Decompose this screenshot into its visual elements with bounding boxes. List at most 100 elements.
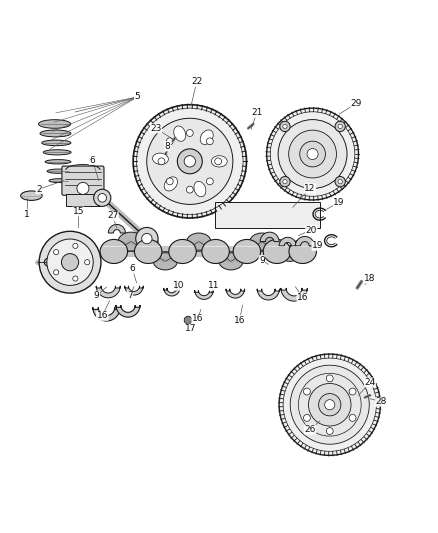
- Circle shape: [307, 149, 318, 159]
- Ellipse shape: [42, 140, 71, 146]
- Polygon shape: [257, 289, 279, 300]
- Text: 11: 11: [208, 281, 219, 290]
- Ellipse shape: [21, 191, 42, 200]
- Circle shape: [39, 231, 101, 293]
- Ellipse shape: [43, 150, 71, 155]
- Circle shape: [133, 104, 247, 218]
- Circle shape: [184, 156, 195, 167]
- Text: 23: 23: [150, 124, 162, 133]
- Circle shape: [184, 316, 192, 324]
- Ellipse shape: [202, 239, 230, 263]
- Circle shape: [283, 124, 287, 128]
- Text: 9: 9: [94, 291, 99, 300]
- Text: 12: 12: [304, 184, 316, 193]
- Polygon shape: [279, 237, 296, 246]
- Polygon shape: [93, 308, 120, 321]
- Circle shape: [304, 415, 311, 421]
- Circle shape: [267, 108, 358, 200]
- Circle shape: [61, 254, 79, 271]
- Polygon shape: [295, 237, 314, 246]
- Text: 8: 8: [165, 142, 170, 151]
- Circle shape: [142, 233, 152, 244]
- Ellipse shape: [39, 120, 71, 128]
- FancyBboxPatch shape: [215, 202, 320, 228]
- Ellipse shape: [153, 253, 177, 270]
- Circle shape: [94, 189, 111, 206]
- Polygon shape: [125, 286, 143, 295]
- Circle shape: [308, 383, 351, 426]
- Circle shape: [85, 260, 90, 265]
- Circle shape: [53, 270, 59, 275]
- Circle shape: [158, 158, 165, 165]
- Circle shape: [300, 141, 325, 167]
- Text: 24: 24: [364, 378, 376, 387]
- Text: 28: 28: [375, 397, 387, 406]
- Circle shape: [325, 400, 335, 410]
- Circle shape: [206, 178, 213, 185]
- Ellipse shape: [233, 239, 261, 263]
- Circle shape: [147, 118, 233, 204]
- Circle shape: [338, 180, 343, 184]
- Ellipse shape: [250, 233, 274, 250]
- Ellipse shape: [212, 156, 227, 167]
- Ellipse shape: [194, 181, 206, 197]
- Polygon shape: [164, 288, 180, 296]
- Circle shape: [98, 193, 106, 202]
- FancyBboxPatch shape: [62, 166, 104, 195]
- Text: 19: 19: [312, 241, 324, 251]
- Circle shape: [326, 375, 333, 382]
- Text: 15: 15: [72, 207, 84, 216]
- Circle shape: [77, 182, 89, 195]
- Text: 5: 5: [134, 92, 140, 101]
- Circle shape: [136, 228, 158, 250]
- Circle shape: [335, 176, 345, 187]
- Text: 27: 27: [107, 212, 118, 220]
- Text: 5: 5: [134, 92, 140, 101]
- Polygon shape: [96, 286, 120, 298]
- Circle shape: [349, 415, 356, 421]
- Polygon shape: [108, 224, 125, 233]
- Ellipse shape: [164, 177, 177, 191]
- Text: 19: 19: [333, 198, 345, 207]
- Text: 16: 16: [192, 314, 203, 324]
- Polygon shape: [281, 288, 307, 301]
- Ellipse shape: [289, 239, 316, 263]
- Circle shape: [73, 276, 78, 281]
- Text: 16: 16: [234, 316, 245, 325]
- Ellipse shape: [134, 239, 162, 263]
- Circle shape: [215, 158, 222, 165]
- Circle shape: [279, 354, 380, 455]
- Ellipse shape: [45, 159, 71, 164]
- Circle shape: [206, 138, 213, 145]
- Text: 17: 17: [185, 324, 197, 333]
- Text: 6: 6: [89, 156, 95, 165]
- Circle shape: [289, 130, 336, 178]
- Polygon shape: [226, 289, 244, 298]
- Ellipse shape: [49, 179, 71, 183]
- Text: 1: 1: [24, 209, 30, 219]
- Ellipse shape: [152, 153, 168, 165]
- Ellipse shape: [44, 258, 55, 266]
- Ellipse shape: [174, 126, 186, 141]
- Text: 22: 22: [191, 77, 202, 86]
- Polygon shape: [260, 232, 279, 241]
- Text: 20: 20: [306, 225, 317, 235]
- Ellipse shape: [200, 130, 213, 144]
- Circle shape: [187, 130, 193, 136]
- Text: 9: 9: [259, 255, 265, 264]
- Ellipse shape: [169, 239, 196, 263]
- Circle shape: [280, 122, 290, 132]
- Circle shape: [47, 239, 93, 285]
- Circle shape: [304, 388, 311, 395]
- Polygon shape: [116, 305, 140, 317]
- Text: 7: 7: [127, 291, 133, 300]
- Polygon shape: [195, 290, 213, 300]
- Circle shape: [53, 249, 59, 255]
- Text: 10: 10: [173, 281, 184, 290]
- Circle shape: [326, 427, 333, 434]
- Ellipse shape: [219, 253, 243, 270]
- Circle shape: [73, 243, 78, 248]
- Text: 29: 29: [351, 99, 362, 108]
- Text: 21: 21: [251, 108, 262, 117]
- Ellipse shape: [100, 239, 127, 263]
